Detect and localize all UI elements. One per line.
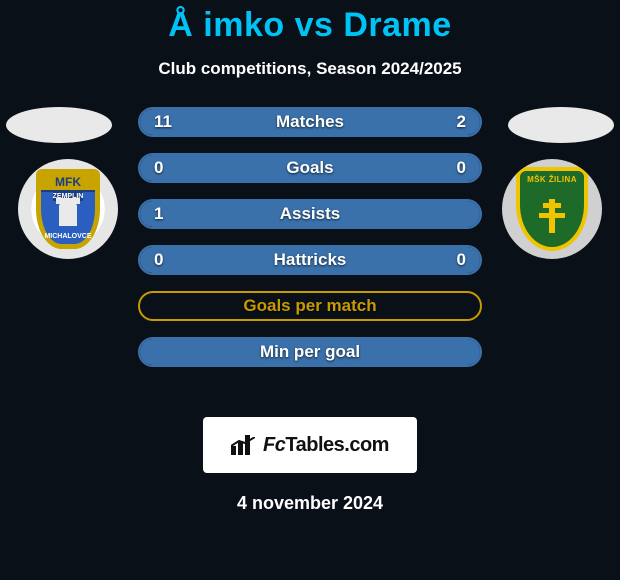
crest-left-top-text: MFK: [41, 174, 95, 192]
stat-value-right: 2: [457, 112, 466, 132]
crest-right-cross-icon: [549, 199, 555, 233]
stat-row-hattricks: 0 0 Hattricks: [138, 245, 482, 275]
stat-value-right: 0: [457, 250, 466, 270]
stat-value-left: 0: [154, 250, 163, 270]
comparison-content: MFK ZEMPLIN MICHALOVCE MŠK ŽILINA 11 2 Mat…: [0, 107, 620, 417]
fctables-badge[interactable]: FcTables.com: [203, 417, 417, 473]
crest-left: MFK ZEMPLIN MICHALOVCE: [36, 169, 100, 249]
stats-container: 11 2 Matches 0 0 Goals 1 Assists 0 0 Hattricks Goal…: [138, 107, 482, 383]
footer-date: 4 november 2024: [0, 493, 620, 514]
player-right-photo: [508, 107, 614, 143]
stat-value-left: 0: [154, 158, 163, 178]
subtitle: Club competitions, Season 2024/2025: [0, 59, 620, 79]
stat-value-left: 1: [154, 204, 163, 224]
club-right-badge: MŠK ŽILINA: [502, 159, 602, 259]
club-left-badge: MFK ZEMPLIN MICHALOVCE: [18, 159, 118, 259]
stat-row-goals-per-match: Goals per match: [138, 291, 482, 321]
crest-left-tower-icon: [59, 204, 77, 226]
stat-label: Matches: [276, 112, 344, 132]
stat-label: Goals per match: [243, 296, 376, 316]
bar-chart-icon: [231, 435, 257, 455]
stat-value-left: 11: [154, 112, 172, 132]
stat-row-matches: 11 2 Matches: [138, 107, 482, 137]
fctables-label: FcTables.com: [263, 434, 389, 457]
stat-label: Hattricks: [274, 250, 347, 270]
crest-left-bottom-text: MICHALOVCE: [41, 233, 95, 240]
player-left-photo: [6, 107, 112, 143]
stat-value-right: 0: [457, 158, 466, 178]
page-title: Å imko vs Drame: [0, 0, 620, 45]
stat-row-min-per-goal: Min per goal: [138, 337, 482, 367]
stat-label: Goals: [286, 158, 333, 178]
crest-right-arc-text: MŠK ŽILINA: [524, 175, 580, 184]
stat-fill-right: [429, 109, 480, 135]
crest-right: MŠK ŽILINA: [516, 167, 588, 251]
stat-row-goals: 0 0 Goals: [138, 153, 482, 183]
stat-row-assists: 1 Assists: [138, 199, 482, 229]
stat-label: Min per goal: [260, 342, 360, 362]
stat-label: Assists: [280, 204, 340, 224]
